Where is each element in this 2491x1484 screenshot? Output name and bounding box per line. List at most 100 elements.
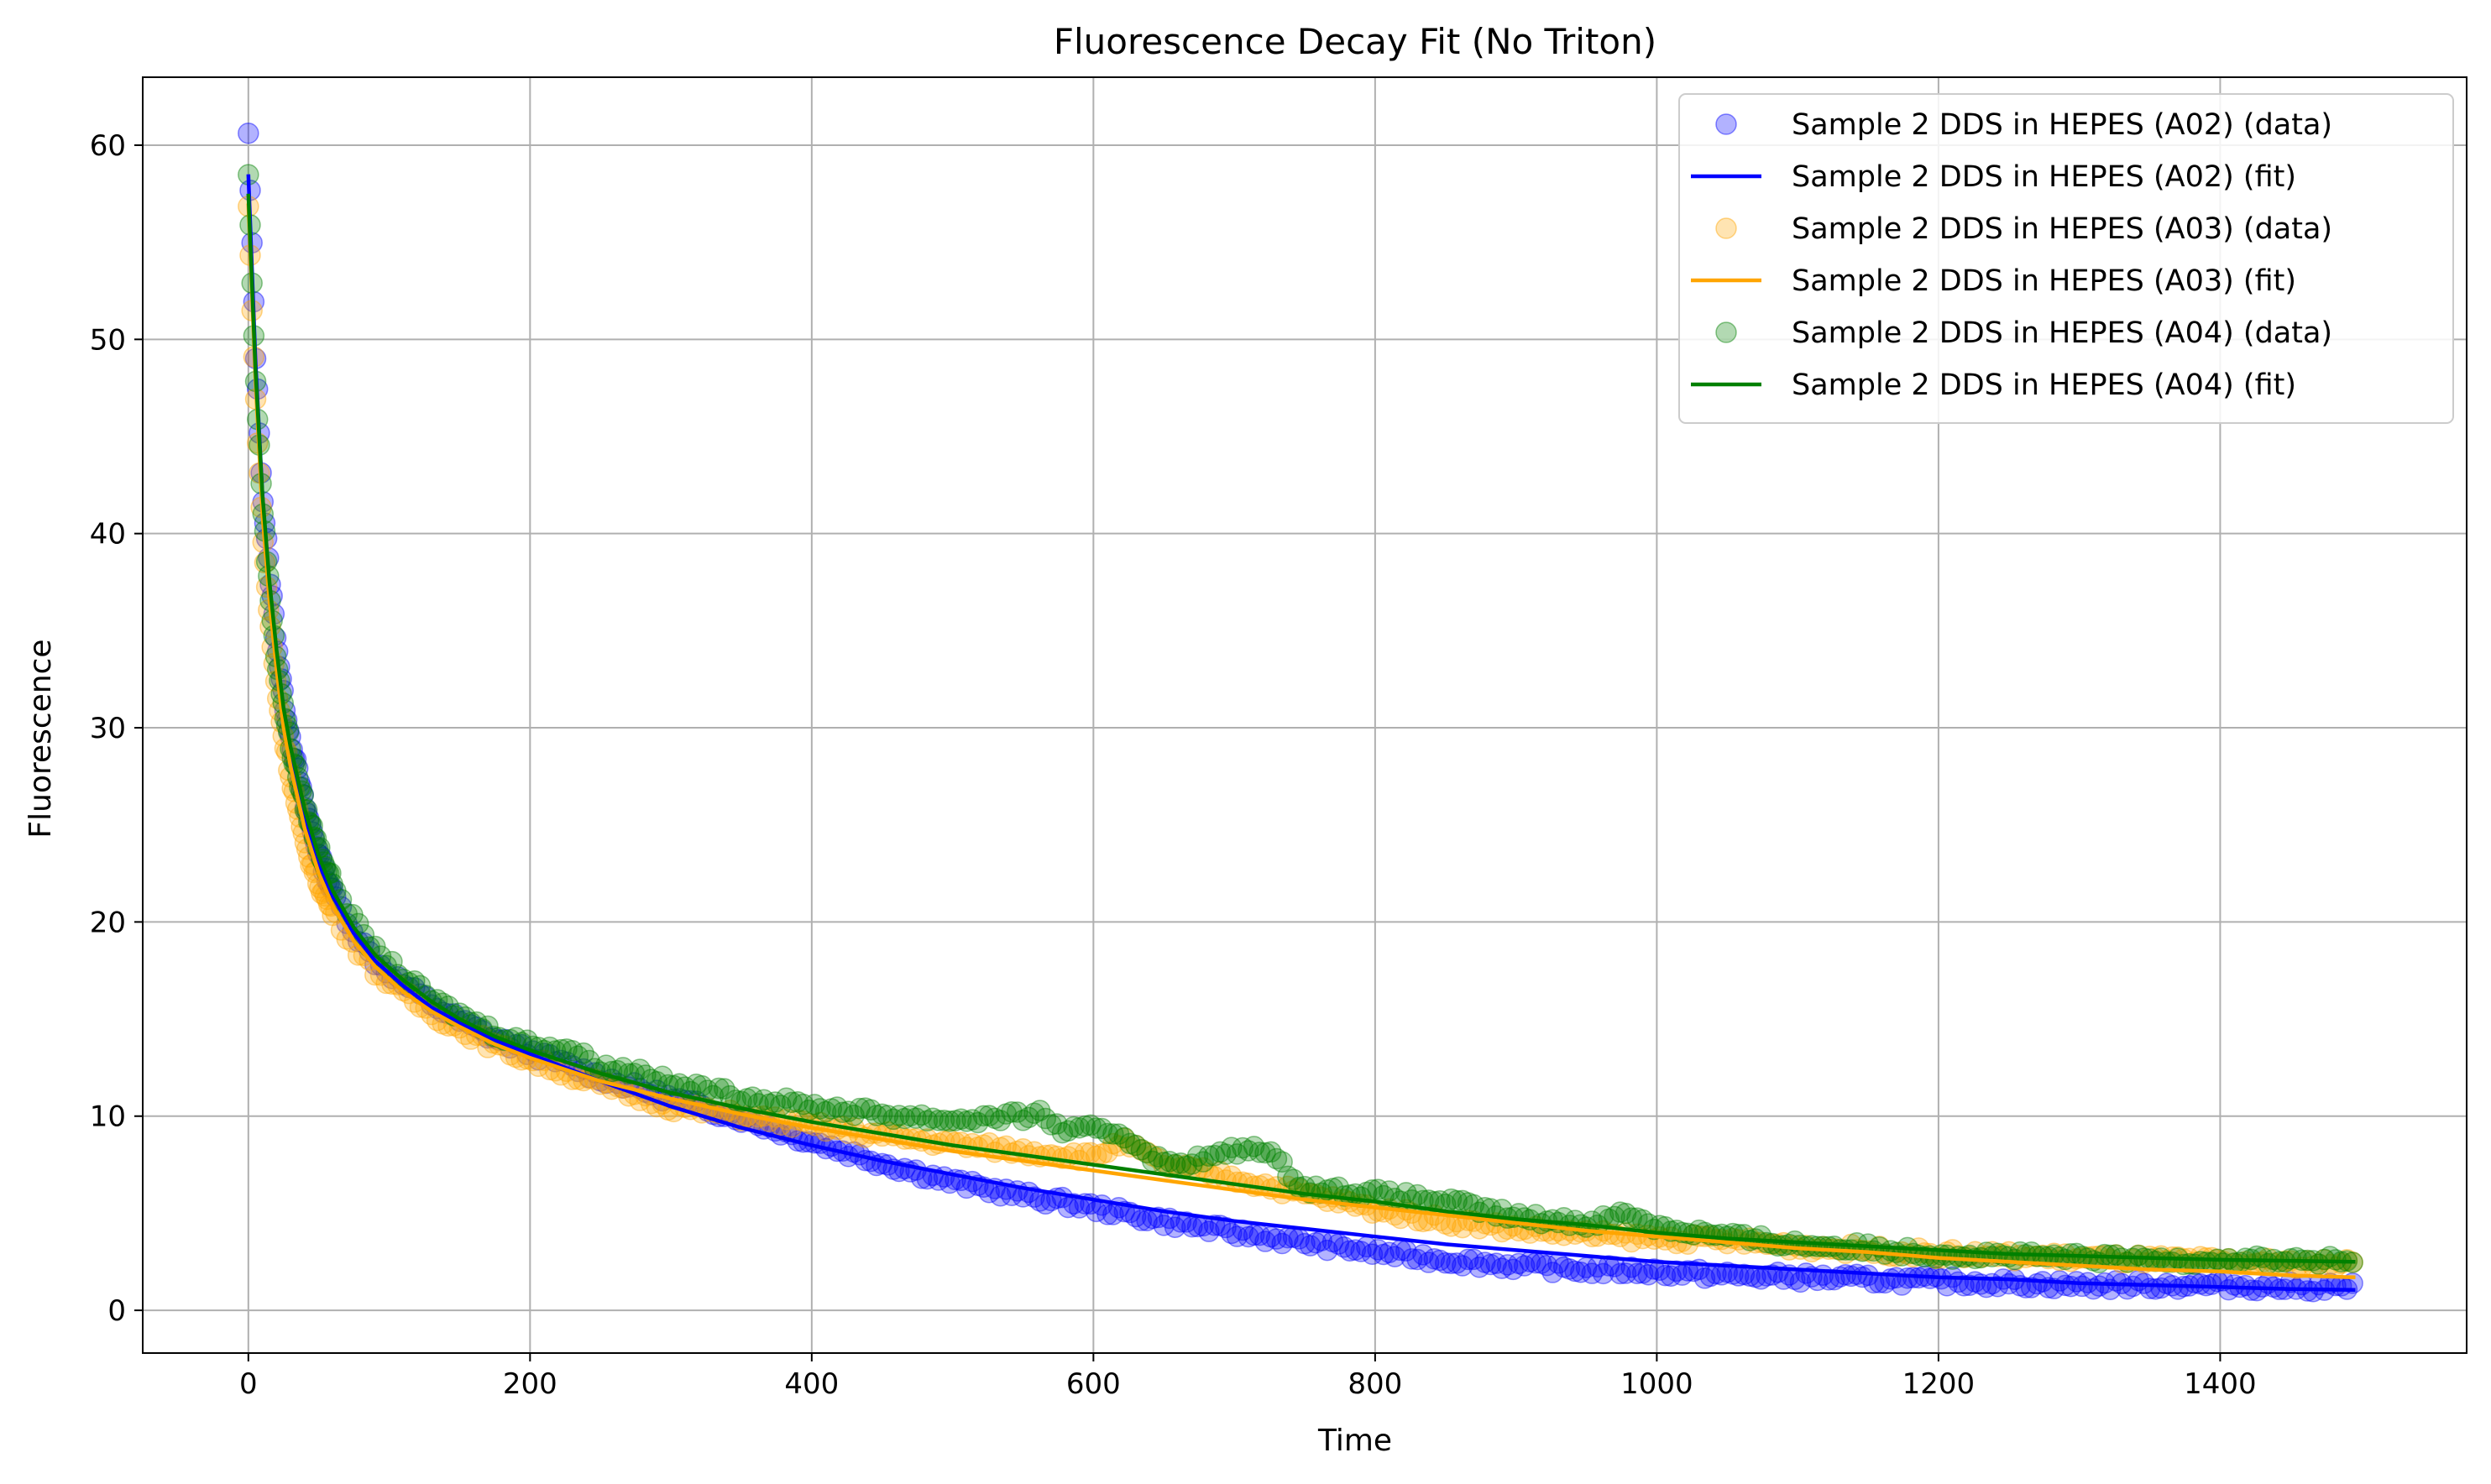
scatter-point	[2127, 1244, 2149, 1267]
legend-box	[1678, 93, 2454, 424]
scatter-point	[556, 1038, 578, 1060]
scatter-point	[1096, 1142, 1118, 1163]
scatter-point	[1034, 1107, 1057, 1130]
y-tick-label: 40	[90, 518, 126, 551]
scatter-point	[1558, 1258, 1581, 1280]
scatter-point	[1107, 1135, 1130, 1157]
scatter-point	[1299, 1235, 1321, 1257]
x-tick-label: 0	[239, 1367, 258, 1401]
y-tick-label: 0	[107, 1294, 126, 1328]
scatter-point	[747, 1093, 769, 1115]
scatter-point	[984, 1107, 1006, 1130]
scatter-point	[1096, 1204, 1118, 1225]
scatter-point	[1057, 1120, 1079, 1142]
scatter-point	[916, 1110, 939, 1132]
scatter-point	[826, 1096, 848, 1118]
scatter-point	[2302, 1281, 2324, 1303]
scatter-point	[928, 1110, 950, 1131]
scatter-point	[2150, 1277, 2172, 1299]
scatter-point	[1023, 1102, 1045, 1124]
scatter-point	[1068, 1116, 1091, 1139]
legend-entry-label: Sample 2 DDS in HEPES (A02) (data)	[1792, 108, 2332, 142]
scatter-point	[2088, 1275, 2110, 1297]
scatter-point	[1468, 1256, 1490, 1278]
scatter-point	[989, 1110, 1012, 1131]
scatter-point	[871, 1103, 893, 1126]
scatter-point	[1457, 1248, 1479, 1271]
scatter-point	[1277, 1165, 1299, 1188]
chart-title: Fluorescence Decay Fit (No Triton)	[1054, 21, 1656, 62]
fit-line	[246, 203, 2356, 1280]
scatter-point	[2015, 1277, 2037, 1298]
scatter-point	[1885, 1267, 1907, 1288]
scatter-point	[708, 1077, 730, 1100]
scatter-point	[1406, 1248, 1428, 1271]
scatter-point	[2127, 1244, 2149, 1267]
y-tick-label: 10	[90, 1100, 126, 1134]
scatter-point	[1113, 1126, 1136, 1149]
scatter-point	[2308, 1253, 2330, 1275]
scatter-point	[238, 123, 259, 144]
scatter-point	[2285, 1257, 2307, 1279]
scatter-point	[1513, 1255, 1536, 1277]
scatter-point	[849, 1097, 871, 1120]
scatter-point	[1271, 1232, 1293, 1255]
scatter-point	[1959, 1274, 1981, 1297]
scatter-point	[922, 1107, 944, 1129]
scatter-point	[714, 1078, 735, 1100]
scatter-point	[910, 1104, 933, 1126]
scatter-point	[2201, 1273, 2223, 1295]
scatter-point	[1018, 1106, 1039, 1129]
scatter-point	[1203, 1144, 1226, 1167]
scatter-point	[1226, 1143, 1248, 1165]
scatter-point	[1614, 1202, 1637, 1225]
scatter-point	[945, 1110, 966, 1131]
scatter-point	[1124, 1134, 1147, 1157]
scatter-point	[1491, 1257, 1513, 1279]
x-axis-label: Time	[1317, 1424, 1392, 1458]
scatter-point	[1378, 1180, 1400, 1202]
scatter-point	[1631, 1262, 1654, 1284]
scatter-point	[1756, 1265, 1777, 1287]
scatter-point	[1007, 1101, 1028, 1123]
scatter-point	[1226, 1225, 1248, 1247]
scatter-point	[1034, 1193, 1057, 1215]
scatter-point	[882, 1108, 904, 1131]
scatter-point	[1096, 1122, 1118, 1145]
scatter-point	[1040, 1114, 1062, 1136]
scatter-point	[1452, 1255, 1473, 1277]
scatter-point	[1130, 1210, 1153, 1231]
scatter-point	[1198, 1220, 1220, 1242]
scatter-point	[1186, 1145, 1209, 1168]
scatter-point	[1570, 1261, 1592, 1283]
scatter-point	[1265, 1147, 1288, 1170]
scatter-point	[1620, 1257, 1642, 1278]
scatter-point	[1316, 1239, 1338, 1262]
scatter-point	[1936, 1274, 1958, 1297]
scatter-point	[1102, 1123, 1124, 1145]
scatter-point	[1953, 1274, 1975, 1297]
scatter-point	[1130, 1138, 1153, 1161]
scatter-point	[1001, 1100, 1023, 1123]
scatter-point	[1541, 1262, 1564, 1283]
scatter-point	[1502, 1258, 1525, 1281]
scatter-point	[741, 1086, 764, 1108]
scatter-point	[972, 1105, 995, 1127]
scatter-point	[1367, 1239, 1389, 1261]
scatter-point	[1406, 1184, 1428, 1206]
scatter-point	[933, 1110, 955, 1131]
scatter-point	[961, 1109, 983, 1131]
scatter-point	[1028, 1100, 1051, 1121]
scatter-point	[1057, 1196, 1079, 1219]
scatter-point	[1130, 1139, 1153, 1161]
scatter-point	[2223, 1274, 2245, 1296]
scatter-point	[995, 1103, 1018, 1125]
scatter-point	[877, 1105, 899, 1126]
legend: Sample 2 DDS in HEPES (A02) (data) Sample…	[1678, 93, 2454, 424]
scatter-point	[1198, 1145, 1220, 1168]
scatter-point	[1243, 1136, 1265, 1157]
scatter-point	[1682, 1260, 1704, 1283]
legend-marker	[1715, 321, 1737, 343]
scatter-point	[2217, 1278, 2240, 1301]
scatter-point	[1147, 1146, 1170, 1168]
